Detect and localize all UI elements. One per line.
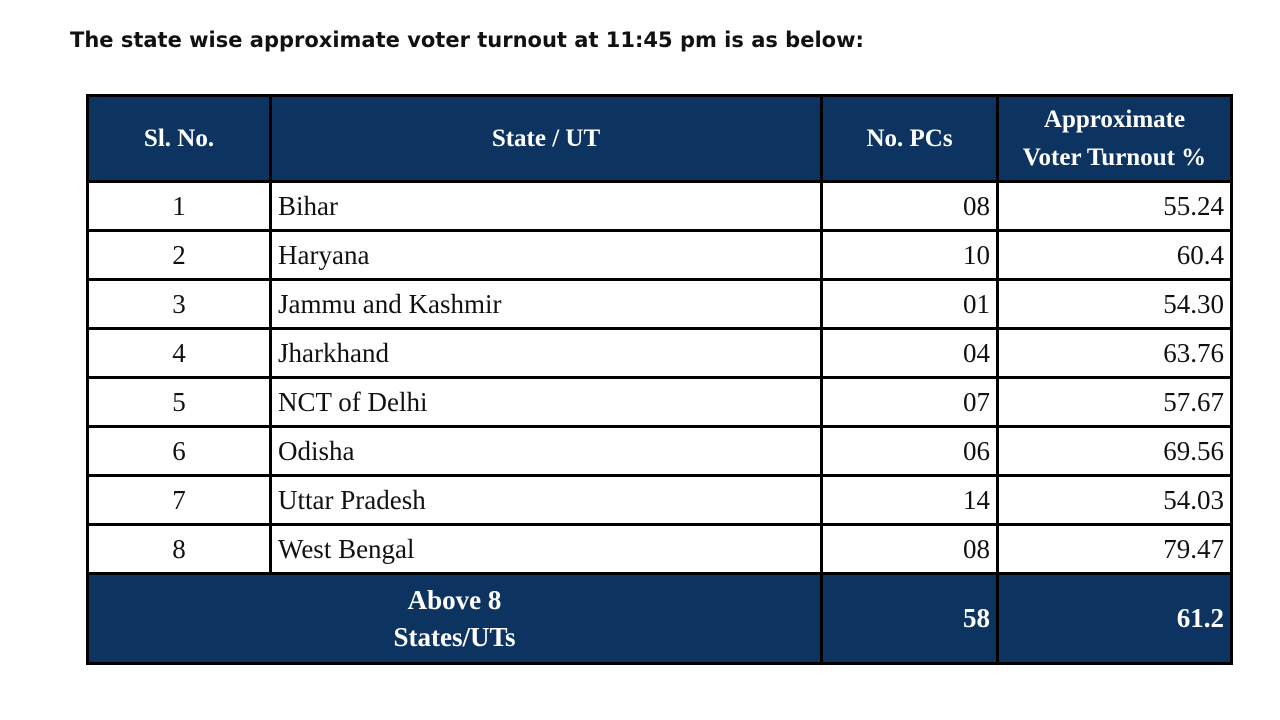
table-cell: West Bengal bbox=[269, 523, 823, 575]
total-label: Above 8 States/UTs bbox=[86, 572, 823, 665]
table-cell: 55.24 bbox=[996, 180, 1233, 232]
table-cell: 57.67 bbox=[996, 376, 1233, 428]
table-cell: 60.4 bbox=[996, 229, 1233, 281]
column-header: Sl. No. bbox=[86, 94, 272, 183]
table-cell: 7 bbox=[86, 474, 272, 526]
total-row: Above 8 States/UTs 58 61.2 bbox=[86, 572, 1233, 665]
table-cell: 01 bbox=[820, 278, 999, 330]
table-cell: 10 bbox=[820, 229, 999, 281]
table-cell: 04 bbox=[820, 327, 999, 379]
table-row: 1 Bihar 08 55.24 bbox=[86, 180, 1233, 232]
table-cell: 69.56 bbox=[996, 425, 1233, 477]
column-header: State / UT bbox=[269, 94, 823, 183]
table-cell: Odisha bbox=[269, 425, 823, 477]
table-row: 6 Odisha 06 69.56 bbox=[86, 425, 1233, 477]
table-cell: 08 bbox=[820, 523, 999, 575]
page-title: The state wise approximate voter turnout… bbox=[70, 28, 864, 52]
table-cell: 8 bbox=[86, 523, 272, 575]
table-cell: Jammu and Kashmir bbox=[269, 278, 823, 330]
table-cell: 07 bbox=[820, 376, 999, 428]
table-cell: 79.47 bbox=[996, 523, 1233, 575]
column-header: No. PCs bbox=[820, 94, 999, 183]
column-header: Approximate Voter Turnout % bbox=[996, 94, 1233, 183]
table-cell: 3 bbox=[86, 278, 272, 330]
table-cell: 4 bbox=[86, 327, 272, 379]
table-row: 2 Haryana 10 60.4 bbox=[86, 229, 1233, 281]
table-cell: 08 bbox=[820, 180, 999, 232]
table-cell: 54.03 bbox=[996, 474, 1233, 526]
table-cell: Bihar bbox=[269, 180, 823, 232]
table-cell: NCT of Delhi bbox=[269, 376, 823, 428]
table-cell: Jharkhand bbox=[269, 327, 823, 379]
table-row: 8 West Bengal 08 79.47 bbox=[86, 523, 1233, 575]
table-cell: 1 bbox=[86, 180, 272, 232]
table-cell: 06 bbox=[820, 425, 999, 477]
table-row: 5 NCT of Delhi 07 57.67 bbox=[86, 376, 1233, 428]
turnout-table: Sl. No. State / UT No. PCs Approximate Vote… bbox=[86, 94, 1233, 665]
table-row: 4 Jharkhand 04 63.76 bbox=[86, 327, 1233, 379]
table-cell: 2 bbox=[86, 229, 272, 281]
table-cell: Uttar Pradesh bbox=[269, 474, 823, 526]
table-row: 7 Uttar Pradesh 14 54.03 bbox=[86, 474, 1233, 526]
table-row: 3 Jammu and Kashmir 01 54.30 bbox=[86, 278, 1233, 330]
table-cell: Haryana bbox=[269, 229, 823, 281]
table-cell: 54.30 bbox=[996, 278, 1233, 330]
total-cell: 58 bbox=[820, 572, 999, 665]
header-row: Sl. No. State / UT No. PCs Approximate Vote… bbox=[86, 94, 1233, 183]
table-cell: 14 bbox=[820, 474, 999, 526]
table-cell: 6 bbox=[86, 425, 272, 477]
table-cell: 5 bbox=[86, 376, 272, 428]
table-cell: 63.76 bbox=[996, 327, 1233, 379]
total-cell: 61.2 bbox=[996, 572, 1233, 665]
